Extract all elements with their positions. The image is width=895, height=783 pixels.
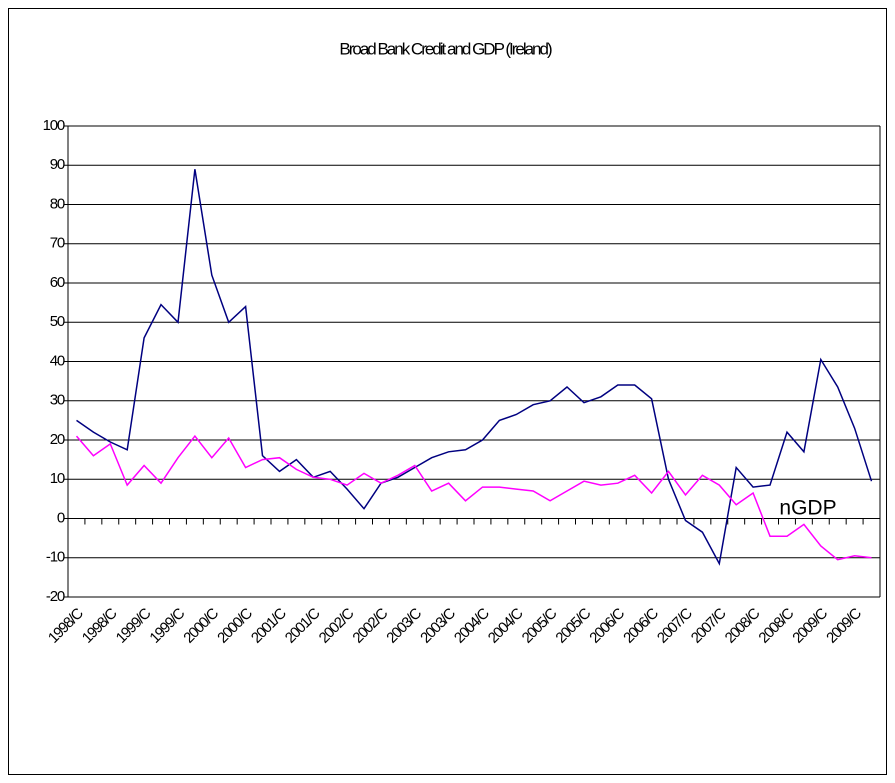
- y-tick-label: 10: [50, 470, 65, 487]
- y-tick-label: 0: [57, 509, 65, 526]
- y-tick-label: -20: [46, 588, 65, 605]
- y-tick-label: 60: [50, 274, 65, 291]
- y-tick-label: 40: [50, 352, 65, 369]
- chart-border: [8, 8, 887, 775]
- y-tick-label: 20: [50, 431, 65, 448]
- chart-title: Broad Bank Credit and GDP (Ireland): [339, 39, 552, 58]
- y-tick-label: 90: [50, 156, 65, 173]
- y-tick-label: 70: [50, 235, 65, 252]
- line-series: [75, 434, 872, 561]
- y-tick-label: 50: [50, 313, 65, 330]
- y-tick-label: 100: [43, 117, 65, 134]
- y-tick-label: 80: [50, 195, 65, 212]
- y-tick-label: 30: [50, 392, 65, 409]
- line-series: [76, 169, 873, 566]
- y-tick-label: -10: [46, 549, 65, 566]
- annotation: nGDP: [779, 497, 836, 520]
